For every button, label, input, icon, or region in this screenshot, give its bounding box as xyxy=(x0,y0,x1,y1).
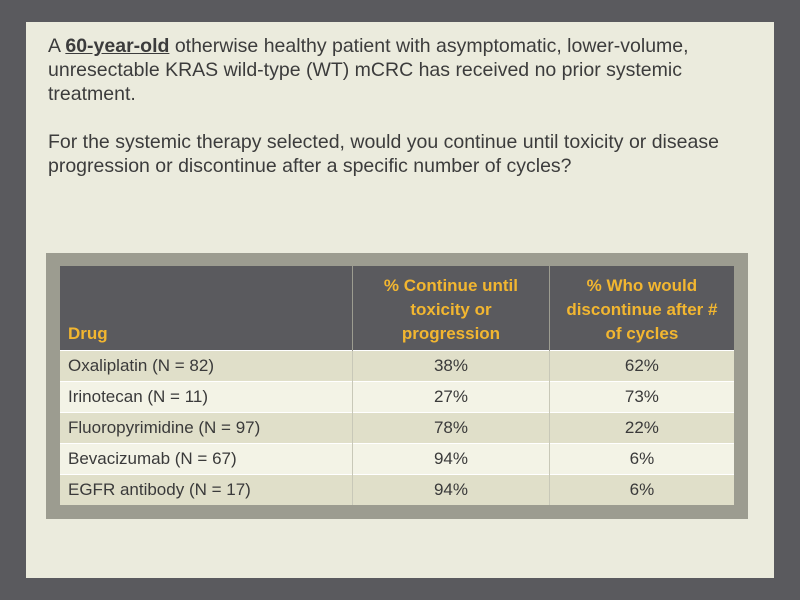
table-row: Fluoropyrimidine (N = 97) 78% 22% xyxy=(60,412,734,444)
slide: A 60-year-old otherwise healthy patient … xyxy=(26,22,774,578)
question-rest: otherwise healthy patient with asymptoma… xyxy=(48,35,689,105)
header-discontinue: % Who would discontinue after # of cycle… xyxy=(549,266,734,351)
drug-cell: EGFR antibody (N = 17) xyxy=(60,474,354,505)
drug-cell: Oxaliplatin (N = 82) xyxy=(60,350,354,382)
question-followup: For the systemic therapy selected, would… xyxy=(48,131,719,177)
discontinue-cell: 6% xyxy=(549,474,734,505)
table-row: Oxaliplatin (N = 82) 38% 62% xyxy=(60,350,734,382)
table-header-row: Drug % Continue until toxicity or progre… xyxy=(60,266,734,351)
drug-cell: Irinotecan (N = 11) xyxy=(60,381,354,413)
results-table: Drug % Continue until toxicity or progre… xyxy=(60,266,734,505)
question-text: A 60-year-old otherwise healthy patient … xyxy=(48,34,748,106)
continue-cell: 94% xyxy=(352,443,550,475)
continue-cell: 38% xyxy=(352,350,550,382)
continue-cell: 27% xyxy=(352,381,550,413)
table-row: EGFR antibody (N = 17) 94% 6% xyxy=(60,474,734,505)
discontinue-cell: 6% xyxy=(549,443,734,475)
table-frame: Drug % Continue until toxicity or progre… xyxy=(46,253,748,519)
header-drug: Drug xyxy=(60,266,354,351)
table-row: Irinotecan (N = 11) 27% 73% xyxy=(60,381,734,413)
drug-cell: Bevacizumab (N = 67) xyxy=(60,443,354,475)
age-highlight: 60-year-old xyxy=(65,35,170,57)
drug-cell: Fluoropyrimidine (N = 97) xyxy=(60,412,354,444)
discontinue-cell: 62% xyxy=(549,350,734,382)
discontinue-cell: 22% xyxy=(549,412,734,444)
continue-cell: 78% xyxy=(352,412,550,444)
header-continue: % Continue until toxicity or progression xyxy=(352,266,550,351)
continue-cell: 94% xyxy=(352,474,550,505)
question-prefix: A xyxy=(48,35,66,57)
discontinue-cell: 73% xyxy=(549,381,734,413)
table-row: Bevacizumab (N = 67) 94% 6% xyxy=(60,443,734,475)
